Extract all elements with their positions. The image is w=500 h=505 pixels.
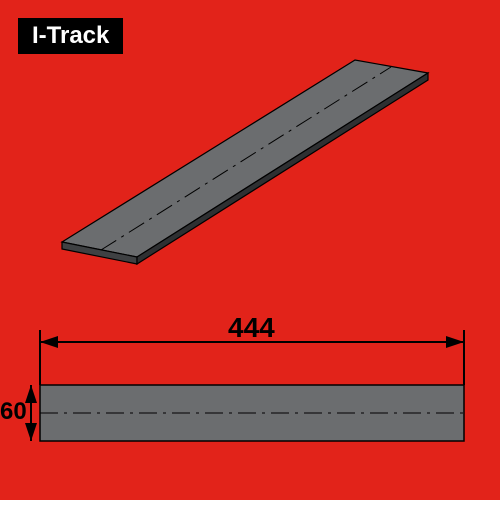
iso-top-face: [62, 60, 428, 257]
diagram-svg: [0, 0, 500, 500]
diagram-canvas: I-Track 444 60: [0, 0, 500, 500]
title-text: I-Track: [32, 22, 109, 49]
dim-height-label: 60: [0, 398, 27, 426]
dim-height: [25, 385, 37, 441]
dim-length-label: 444: [228, 312, 275, 344]
title-badge: I-Track: [18, 18, 123, 54]
iso-view: [62, 60, 428, 264]
iso-centerline: [101, 67, 391, 250]
ortho-view: [40, 385, 464, 441]
